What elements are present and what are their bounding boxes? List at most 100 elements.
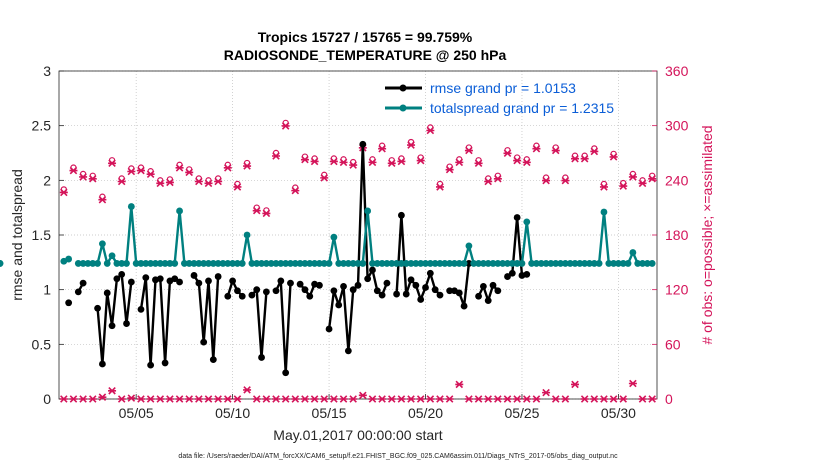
series-point-totalspread: [484, 260, 492, 267]
series-point-totalspread: [537, 260, 545, 267]
obs-assimilated-marker: [619, 395, 628, 403]
obs-assimilated-marker: [349, 395, 358, 403]
obs-assimilated-marker: [426, 395, 435, 403]
obs-assimilated-upper-marker: [580, 154, 589, 163]
chart-subtitle: RADIOSONDE_TEMPERATURE @ 250 hPa: [224, 47, 507, 63]
series-point-totalspread: [287, 260, 294, 267]
series-point-totalspread: [499, 260, 507, 267]
series-point-totalspread: [142, 260, 150, 267]
footnote: data file: /Users/raeder/DAI/ATM_forcXX/…: [178, 453, 618, 460]
obs-assimilated-upper-marker: [503, 149, 512, 158]
series-point-rmse: [142, 274, 150, 282]
series-point-totalspread: [214, 260, 222, 267]
series-point-totalspread: [147, 260, 155, 267]
series-point-totalspread: [248, 260, 256, 267]
obs-assimilated-upper-marker: [387, 159, 396, 168]
series-line-rmse: [77, 143, 528, 374]
obs-assimilated-upper-marker: [397, 157, 406, 166]
series-point-rmse: [94, 304, 101, 312]
series-point-rmse: [248, 291, 256, 299]
obs-assimilated-marker: [243, 386, 252, 394]
legend-marker-rmse: [399, 84, 407, 92]
series-point-totalspread: [465, 242, 473, 250]
y-right-tick-label: 120: [665, 282, 689, 298]
series-point-totalspread: [470, 260, 478, 267]
series-point-rmse: [364, 275, 372, 283]
series-point-totalspread: [513, 260, 521, 267]
series-point-rmse: [306, 292, 314, 300]
series-point-totalspread: [205, 260, 212, 267]
series-point-totalspread: [282, 260, 290, 267]
series-point-rmse: [301, 286, 309, 294]
series-point-rmse: [200, 338, 208, 346]
obs-assimilated-marker: [435, 395, 444, 403]
series-point-rmse: [253, 286, 261, 294]
data-marks: [0, 119, 657, 403]
obs-assimilated-marker: [59, 395, 68, 403]
series-point-rmse: [340, 282, 347, 290]
series-point-rmse: [398, 211, 405, 219]
series-point-totalspread: [349, 260, 357, 267]
series-point-rmse: [431, 286, 439, 294]
series-point-rmse: [277, 277, 285, 285]
series-point-rmse: [373, 287, 381, 295]
obs-assimilated-marker: [185, 395, 194, 403]
series-point-rmse: [402, 290, 410, 298]
series-point-totalspread: [253, 260, 261, 267]
series-point-totalspread: [258, 260, 265, 267]
series-point-totalspread: [605, 260, 613, 267]
obs-assimilated-upper-marker: [175, 164, 184, 172]
series-point-totalspread: [581, 260, 589, 267]
obs-assimilated-marker: [484, 395, 493, 403]
series-point-rmse: [272, 287, 280, 295]
obs-assimilated-upper-marker: [79, 173, 88, 181]
series-point-totalspread: [325, 260, 333, 267]
y-right-tick-label: 360: [665, 63, 689, 79]
obs-assimilated-marker: [175, 395, 184, 403]
obs-assimilated-upper-marker: [619, 182, 628, 190]
series-point-rmse: [412, 281, 420, 289]
series-point-rmse: [108, 322, 116, 330]
series-point-totalspread: [243, 231, 251, 239]
series-point-totalspread: [296, 260, 304, 267]
obs-assimilated-marker: [397, 395, 406, 403]
series-point-totalspread: [402, 260, 410, 267]
x-tick-label: 05/20: [408, 405, 443, 421]
series-point-rmse: [156, 275, 164, 283]
series-point-rmse: [369, 266, 376, 274]
obs-assimilated-upper-marker: [291, 186, 300, 195]
series-point-rmse: [344, 347, 352, 355]
series-point-totalspread: [316, 260, 323, 267]
obs-assimilated-marker: [628, 379, 637, 388]
legend-marker-totalspread: [399, 104, 407, 112]
series-point-totalspread: [335, 260, 343, 267]
obs-assimilated-marker: [513, 395, 522, 403]
obs-assimilated-marker: [599, 395, 608, 403]
series-point-totalspread: [364, 207, 372, 215]
series-point-totalspread: [547, 260, 555, 267]
series-point-totalspread: [576, 260, 584, 267]
series-point-rmse: [330, 287, 338, 295]
obs-assimilated-marker: [281, 395, 290, 403]
series-point-totalspread: [460, 260, 468, 267]
obs-assimilated-upper-marker: [571, 154, 580, 163]
series-point-totalspread: [383, 260, 391, 267]
series-point-totalspread: [354, 260, 362, 267]
obs-assimilated-upper-marker: [98, 195, 107, 204]
series-point-totalspread: [446, 260, 454, 267]
obs-assimilated-upper-marker: [59, 188, 68, 197]
obs-assimilated-upper-marker: [368, 158, 377, 167]
series-point-totalspread: [369, 260, 376, 267]
series-point-rmse: [354, 281, 362, 289]
obs-assimilated-marker: [300, 395, 309, 403]
obs-assimilated-upper-marker: [69, 166, 78, 175]
obs-assimilated-upper-marker: [513, 156, 522, 165]
series-point-rmse: [417, 296, 425, 303]
obs-assimilated-upper-marker: [204, 179, 213, 188]
obs-assimilated-upper-marker: [252, 206, 261, 215]
obs-assimilated-upper-marker: [474, 159, 483, 168]
obs-assimilated-marker: [474, 395, 483, 403]
obs-assimilated-marker: [590, 395, 599, 403]
obs-assimilated-upper-marker: [329, 157, 338, 166]
obs-assimilated-marker: [156, 395, 165, 403]
